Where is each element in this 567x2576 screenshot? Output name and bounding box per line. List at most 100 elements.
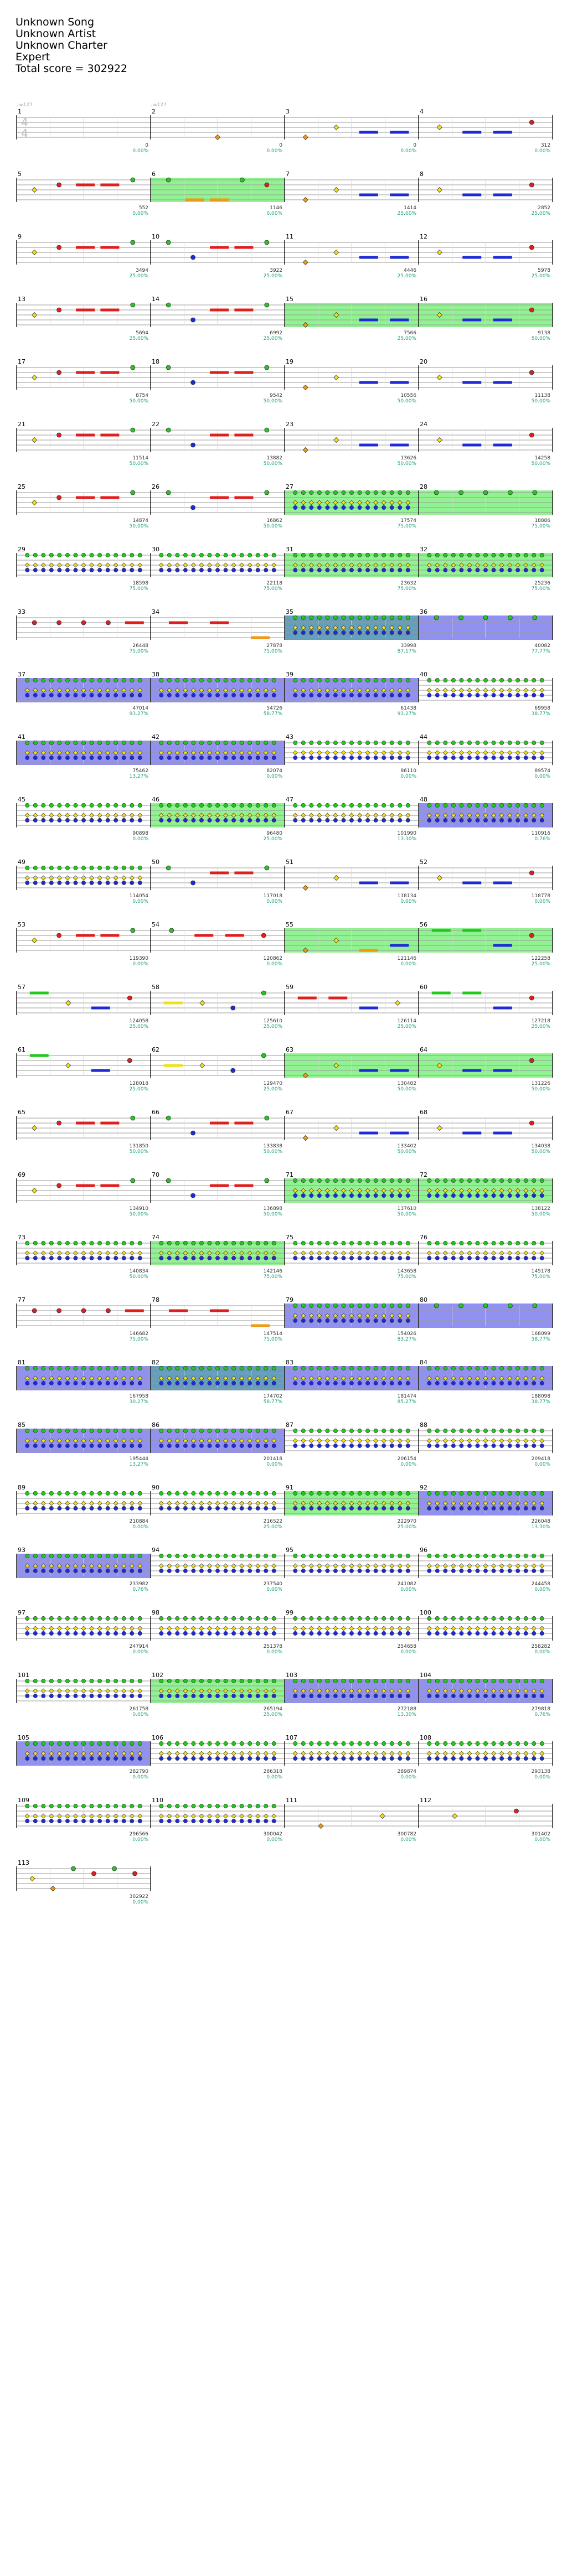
green-note	[41, 553, 46, 557]
measure-number: 94	[152, 1546, 159, 1554]
blue-note	[373, 1506, 378, 1511]
yellow-note	[365, 1626, 370, 1631]
red-note	[56, 1308, 61, 1313]
green-note	[301, 1366, 306, 1370]
blue-note	[467, 568, 472, 572]
yellow-note	[405, 687, 411, 693]
yellow-note	[167, 1813, 172, 1819]
blue-note	[65, 1569, 70, 1573]
yellow-note	[113, 1250, 118, 1256]
measure-percent: 0.00%	[400, 1649, 416, 1655]
blue-note	[467, 756, 472, 760]
blue-note	[41, 1819, 46, 1823]
yellow-note	[475, 687, 480, 693]
green-note	[159, 1741, 164, 1746]
green-note	[349, 1429, 354, 1433]
measure-score: 261758	[130, 1706, 149, 1712]
blue-note	[325, 1444, 330, 1448]
green-note	[435, 553, 440, 557]
green-note	[499, 1616, 504, 1621]
blue-note	[175, 1506, 180, 1511]
blue-note	[483, 1193, 488, 1198]
green-note	[475, 1554, 480, 1558]
yellow-note	[183, 1751, 188, 1756]
green-note	[341, 1679, 346, 1683]
green-note	[357, 803, 362, 808]
blue-note	[65, 693, 70, 697]
green-note	[349, 1679, 354, 1683]
blue-note	[65, 881, 70, 885]
green-note	[405, 1616, 410, 1621]
yellow-note	[137, 1751, 143, 1756]
green-note	[458, 1303, 463, 1308]
yellow-note	[467, 813, 472, 818]
green-note	[405, 1241, 410, 1245]
yellow-note	[255, 813, 261, 818]
blue-note	[317, 1381, 322, 1385]
blue-note	[491, 693, 496, 697]
blue-note	[73, 1381, 78, 1385]
green-note	[199, 553, 204, 557]
blue-note	[357, 1569, 362, 1573]
green-note	[475, 1491, 480, 1496]
r-sustain	[76, 308, 95, 312]
blue-note	[325, 1381, 330, 1385]
blue-note	[25, 1506, 30, 1511]
green-note	[357, 615, 362, 620]
green-note	[130, 1491, 135, 1496]
blue-note	[183, 1631, 188, 1636]
green-note	[405, 1178, 410, 1183]
yellow-note	[442, 750, 448, 756]
yellow-note	[247, 687, 252, 693]
yellow-note	[507, 1375, 513, 1381]
green-note	[175, 1679, 180, 1683]
blue-note	[190, 442, 196, 448]
measure-score: 101990	[398, 831, 417, 836]
green-note	[215, 1804, 220, 1808]
yellow-note	[475, 1501, 480, 1506]
green-note	[382, 553, 386, 557]
green-note	[167, 678, 172, 682]
green-note	[183, 1804, 188, 1808]
blue-note	[539, 1444, 544, 1448]
measure-percent: 75.00%	[398, 524, 417, 529]
green-note	[389, 490, 394, 495]
blue-note	[25, 818, 30, 823]
blue-note	[175, 693, 180, 697]
measure-percent: 25.00%	[130, 336, 149, 342]
yellow-note	[531, 750, 537, 756]
measure-percent: 50.00%	[130, 1149, 149, 1155]
green-note	[33, 1741, 38, 1746]
blue-note	[357, 1381, 362, 1385]
yellow-note	[435, 813, 440, 818]
measure-percent: 0.76%	[534, 836, 550, 842]
blue-note	[81, 1694, 86, 1698]
measure-percent: 25.00%	[398, 1024, 417, 1030]
green-note	[175, 741, 180, 745]
green-note	[81, 1616, 86, 1621]
yellow-note	[199, 1563, 204, 1569]
measure-score: 133838	[264, 1144, 283, 1149]
green-note	[491, 1616, 496, 1621]
blue-note	[325, 505, 330, 510]
measure-score: 69958	[534, 706, 550, 711]
yellow-note	[475, 1563, 480, 1569]
blue-note	[389, 1381, 394, 1385]
green-note	[499, 1491, 504, 1496]
yellow-note	[458, 1751, 464, 1756]
yellow-note	[539, 1751, 545, 1756]
green-note	[114, 741, 118, 745]
measure-percent: 50.00%	[398, 461, 417, 467]
yellow-note	[247, 1813, 252, 1819]
green-note	[516, 1491, 520, 1496]
green-note	[33, 1491, 38, 1496]
blue-note	[191, 1819, 196, 1823]
measure-percent: 0.00%	[534, 899, 550, 904]
blue-note	[231, 1381, 236, 1385]
blue-note	[451, 1569, 456, 1573]
green-note	[539, 1366, 544, 1370]
yellow-note	[389, 1563, 395, 1569]
green-note	[491, 678, 496, 682]
green-note	[382, 1178, 386, 1183]
blue-note	[114, 1256, 118, 1260]
